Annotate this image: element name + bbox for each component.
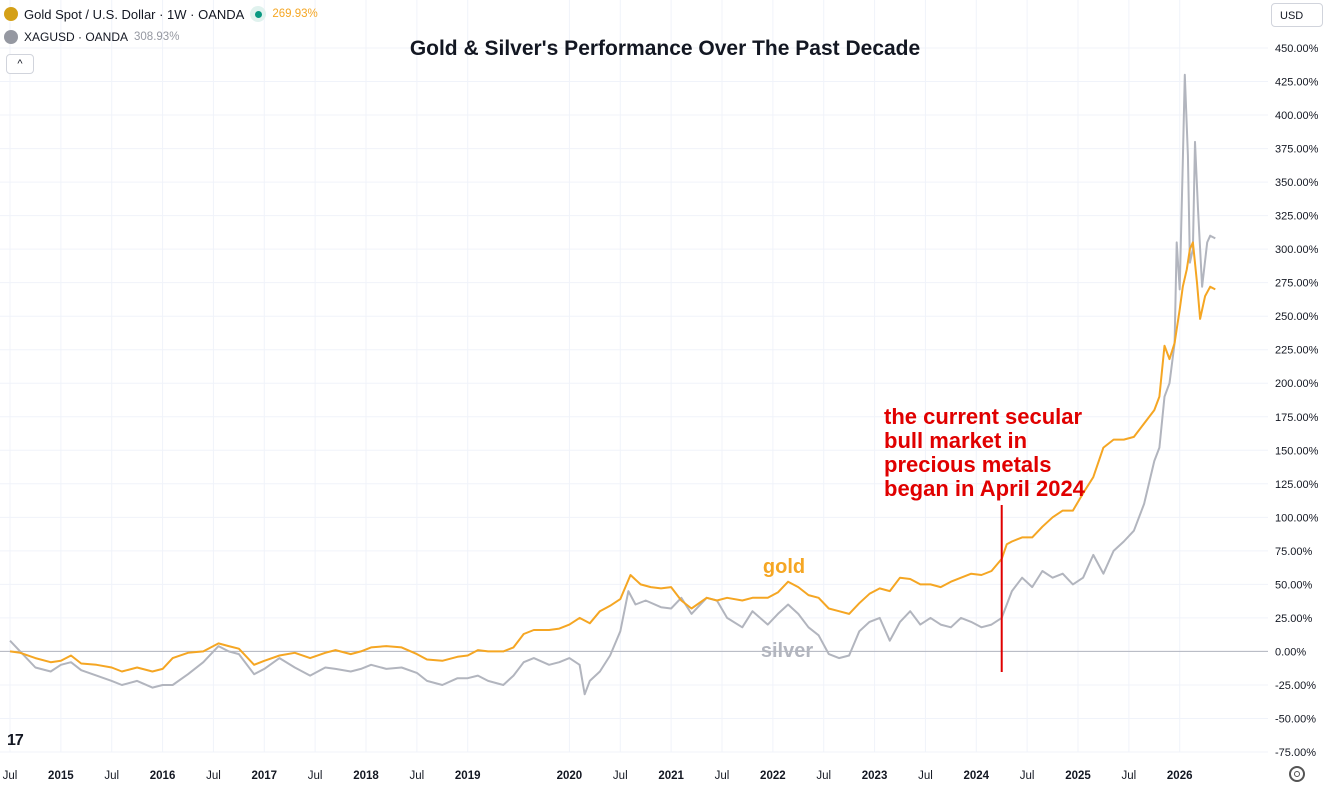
x-tick-label: 2021 [658,770,684,782]
x-tick-label: Jul [715,770,730,782]
legend-silver-value: 308.93% [134,31,180,43]
x-tick-label: Jul [308,770,323,782]
y-tick-label: 150.00% [1275,445,1319,457]
y-tick-label: 200.00% [1275,378,1319,390]
silver-series-line [9,73,1216,696]
currency-label: USD [1280,10,1304,22]
x-tick-label: Jul [3,770,18,782]
x-tick-label: 2026 [1167,770,1193,782]
bull-market-annotation: the current secular bull market in preci… [884,404,1086,672]
legend-silver-name: XAGUSD · OANDA [24,30,129,44]
x-tick-label: Jul [816,770,831,782]
currency-selector[interactable]: USD [1271,3,1323,27]
gold-series-label: gold [763,556,805,578]
y-tick-label: 175.00% [1275,412,1319,424]
gold-series-line [9,241,1216,673]
chevron-up-icon: ^ [17,58,23,70]
silver-symbol-icon [4,30,18,44]
visibility-toggle-icon[interactable] [250,6,267,22]
x-tick-label: Jul [1020,770,1035,782]
settings-gear-icon[interactable] [1289,766,1305,782]
x-tick-label: 2023 [862,770,888,782]
collapse-legend-button[interactable]: ^ [6,54,34,74]
y-tick-label: 50.00% [1275,579,1313,591]
x-tick-label: 2018 [353,770,379,782]
x-tick-label: 2024 [963,770,989,782]
gold-symbol-icon [4,7,18,21]
grid [0,0,1268,753]
y-tick-label: 0.00% [1275,646,1306,658]
x-tick-label: 2019 [455,770,481,782]
y-tick-label: 375.00% [1275,144,1319,156]
y-tick-label: 425.00% [1275,77,1319,89]
legend-gold-value: 269.93% [272,8,318,20]
y-tick-label: 125.00% [1275,479,1319,491]
y-tick-label: 25.00% [1275,613,1313,625]
x-tick-label: Jul [918,770,933,782]
x-tick-label: Jul [410,770,425,782]
annotation-line-4: began in April 2024 [884,476,1086,501]
y-tick-label: 225.00% [1275,345,1319,357]
y-tick-label: 75.00% [1275,546,1313,558]
y-tick-label: 350.00% [1275,177,1319,189]
x-tick-label: 2015 [48,770,74,782]
y-tick-label: -50.00% [1275,713,1316,725]
y-tick-label: 100.00% [1275,512,1319,524]
silver-series-label: silver [761,640,813,662]
x-tick-label: Jul [613,770,628,782]
annotation-line-2: bull market in [884,428,1027,453]
y-tick-label: 400.00% [1275,110,1319,122]
x-tick-label: 2017 [251,770,277,782]
legend-gold[interactable]: Gold Spot / U.S. Dollar · 1W · OANDA 269… [4,6,318,22]
legend-silver[interactable]: XAGUSD · OANDA 308.93% [4,30,179,44]
y-tick-label: 325.00% [1275,211,1319,223]
chart-title: Gold & Silver's Performance Over The Pas… [410,37,920,60]
y-tick-label: -25.00% [1275,680,1316,692]
series-lines [9,73,1216,696]
x-tick-label: Jul [1122,770,1137,782]
annotation-line-3: precious metals [884,452,1052,477]
tradingview-logo-text: 17 [7,732,24,749]
annotation-line-1: the current secular [884,404,1083,429]
y-tick-label: 450.00% [1275,43,1319,55]
x-tick-label: Jul [206,770,221,782]
y-axis: 450.00% 425.00% 400.00% 375.00% 350.00% 325.0… [1275,43,1319,759]
x-tick-label: Jul [104,770,119,782]
y-tick-label: -75.00% [1275,747,1316,759]
y-tick-label: 275.00% [1275,278,1319,290]
y-tick-label: 250.00% [1275,311,1319,323]
x-tick-label: 2025 [1065,770,1091,782]
x-tick-label: 2022 [760,770,786,782]
legend-gold-name: Gold Spot / U.S. Dollar · 1W · OANDA [24,6,245,22]
tradingview-logo[interactable]: 17 [7,732,24,750]
x-axis: Jul 2015 Jul 2016 Jul 2017 Jul 2018 Jul 2019 2020 J… [3,770,1193,782]
x-tick-label: 2016 [150,770,176,782]
x-tick-label: 2020 [557,770,583,782]
y-tick-label: 300.00% [1275,244,1319,256]
